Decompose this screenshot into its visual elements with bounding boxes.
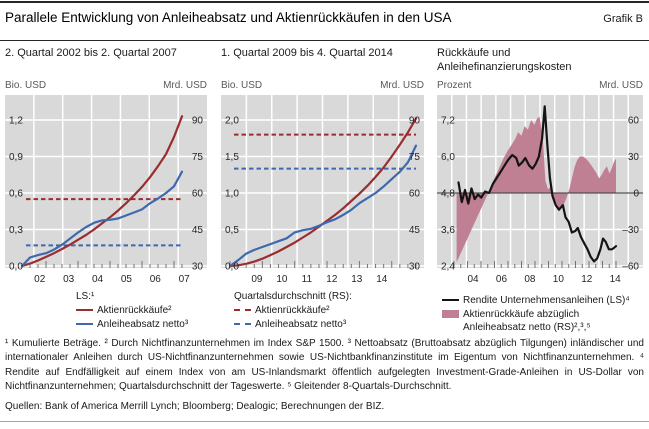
svg-text:04: 04 [467,274,479,285]
svg-text:30: 30 [628,152,640,163]
panel1-subtitle: 2. Quartal 2002 bis 2. Quartal 2007 [5,47,177,59]
legend-item-yield: Rendite Unternehmensanleihen (LS)⁴ [442,294,630,307]
figure-tag: Grafik B [603,13,643,25]
svg-text:07: 07 [179,274,191,285]
svg-text:03: 03 [63,274,75,285]
svg-text:0,0: 0,0 [9,262,23,273]
panel3-subtitle: Rückkäufe und Anleihefinanzierungskosten [437,47,572,73]
svg-text:12: 12 [326,274,338,285]
panel2-left-unit: Bio. USD [221,80,263,91]
svg-text:3,6: 3,6 [441,225,455,236]
red-solid-line-swatch-icon [76,309,93,311]
legend-right-panel: Rendite Unternehmensanleihen (LS)⁴ Aktie… [442,293,630,334]
panel1-plot: 1,2 0,9 0,6 0,3 0,0 90 75 60 45 30 02 03 04 05 06 07 [5,95,207,285]
svg-text:45: 45 [192,225,204,236]
panel3-right-unit: Mrd. USD [599,80,643,91]
legend-label: Anleiheabsatz netto³ [255,319,347,330]
legend-average: Quartalsdurchschnitt (RS): Aktienrückkäu… [234,290,352,331]
legend-item-bonds-solid: Anleiheabsatz netto³ [76,318,188,331]
svg-text:04: 04 [92,274,104,285]
svg-text:0,5: 0,5 [225,225,239,236]
black-line-swatch-icon [442,299,459,301]
svg-text:0,3: 0,3 [9,225,23,236]
svg-text:4,8: 4,8 [441,189,455,200]
svg-text:90: 90 [409,116,421,127]
svg-text:10: 10 [553,274,565,285]
panel1-left-unit: Bio. USD [5,80,47,91]
legend-label-line1: Aktienrückkäufe abzüglich [463,309,580,320]
legend-item-buybacks-dashed: Aktienrückkäufe² [234,304,352,317]
sources-line: Quellen: Bank of America Merrill Lynch; … [5,401,385,412]
svg-text:75: 75 [409,152,421,163]
panel3-chart: 7,2 6,0 4,8 3,6 2,4 60 30 0 –30 –60 04 06 08 10 12 14 [437,95,643,291]
pink-area-swatch-icon [442,310,459,318]
panel2-axis-units: Bio. USD Mrd. USD [221,80,424,91]
svg-text:30: 30 [192,262,204,273]
svg-text:02: 02 [34,274,46,285]
red-dashed-line-swatch-icon [234,309,251,311]
legend-cumulative-header: LS:¹ [76,291,95,302]
svg-text:1,0: 1,0 [225,189,239,200]
svg-text:1,2: 1,2 [9,116,23,127]
svg-text:60: 60 [192,189,204,200]
svg-text:09: 09 [251,274,263,285]
panel1-right-unit: Mrd. USD [163,80,207,91]
svg-text:2,0: 2,0 [225,116,239,127]
panel3-plot: 7,2 6,0 4,8 3,6 2,4 60 30 0 –30 –60 04 06 08 10 12 14 [437,95,643,285]
panel1-axis-units: Bio. USD Mrd. USD [5,80,207,91]
legend-label-line2: Anleiheabsatz netto (RS)²,³,⁵ [463,322,591,333]
svg-text:06: 06 [496,274,508,285]
svg-text:6,0: 6,0 [441,152,455,163]
svg-text:7,2: 7,2 [441,116,455,127]
svg-text:13: 13 [351,274,363,285]
blue-dashed-line-swatch-icon [234,323,251,325]
svg-text:08: 08 [524,274,536,285]
panel2-chart: 2,0 1,5 1,0 0,5 0,0 90 75 60 45 30 09 10 11 12 13 14 [221,95,424,291]
svg-text:–30: –30 [622,225,639,236]
panel2-subtitle: 1. Quartal 2009 bis 4. Quartal 2014 [221,47,393,59]
legend-label: Rendite Unternehmensanleihen (LS)⁴ [463,295,630,306]
svg-text:0: 0 [633,189,639,200]
svg-text:06: 06 [150,274,162,285]
svg-text:2,4: 2,4 [441,262,455,273]
svg-text:30: 30 [409,262,421,273]
bottom-rule [0,421,649,422]
title-rule [0,40,649,41]
svg-text:60: 60 [409,189,421,200]
legend-label: Aktienrückkäufe abzüglich Anleiheabsatz … [463,308,591,334]
svg-text:14: 14 [610,274,622,285]
svg-text:12: 12 [581,274,593,285]
svg-text:0,6: 0,6 [9,189,23,200]
panel3-axis-units: Prozent Mrd. USD [437,80,643,91]
svg-text:–60: –60 [622,262,639,273]
legend-item-bonds-dashed: Anleiheabsatz netto³ [234,318,352,331]
legend-cumulative: LS:¹ Aktienrückkäufe² Anleiheabsatz nett… [76,290,188,331]
legend-item-buybacks-solid: Aktienrückkäufe² [76,304,188,317]
blue-solid-line-swatch-icon [76,323,93,325]
svg-text:60: 60 [628,116,640,127]
panel1-chart: 1,2 0,9 0,6 0,3 0,0 90 75 60 45 30 02 03 04 05 06 07 [5,95,207,291]
svg-text:1,5: 1,5 [225,152,239,163]
svg-text:90: 90 [192,116,204,127]
panel3-left-unit: Prozent [437,80,472,91]
svg-text:45: 45 [409,225,421,236]
svg-text:14: 14 [376,274,388,285]
svg-text:0,9: 0,9 [9,152,23,163]
svg-text:0,0: 0,0 [225,262,239,273]
svg-text:11: 11 [302,274,313,285]
svg-text:75: 75 [192,152,204,163]
figure-title: Parallele Entwicklung von Anleiheabsatz … [5,10,452,25]
legend-label: Aktienrückkäufe² [97,305,172,316]
svg-text:10: 10 [276,274,288,285]
legend-item-net-buybacks: Aktienrückkäufe abzüglich Anleiheabsatz … [442,308,630,334]
legend-label: Aktienrückkäufe² [255,305,330,316]
footnotes: ¹ Kumulierte Beträge. ² Durch Nichtfinan… [5,338,644,393]
panel2-plot: 2,0 1,5 1,0 0,5 0,0 90 75 60 45 30 09 10 11 12 13 14 [221,95,424,285]
legend-average-header: Quartalsdurchschnitt (RS): [234,291,352,302]
legend-label: Anleiheabsatz netto³ [97,319,189,330]
svg-text:05: 05 [121,274,133,285]
top-rule [0,1,649,3]
panel2-right-unit: Mrd. USD [380,80,424,91]
